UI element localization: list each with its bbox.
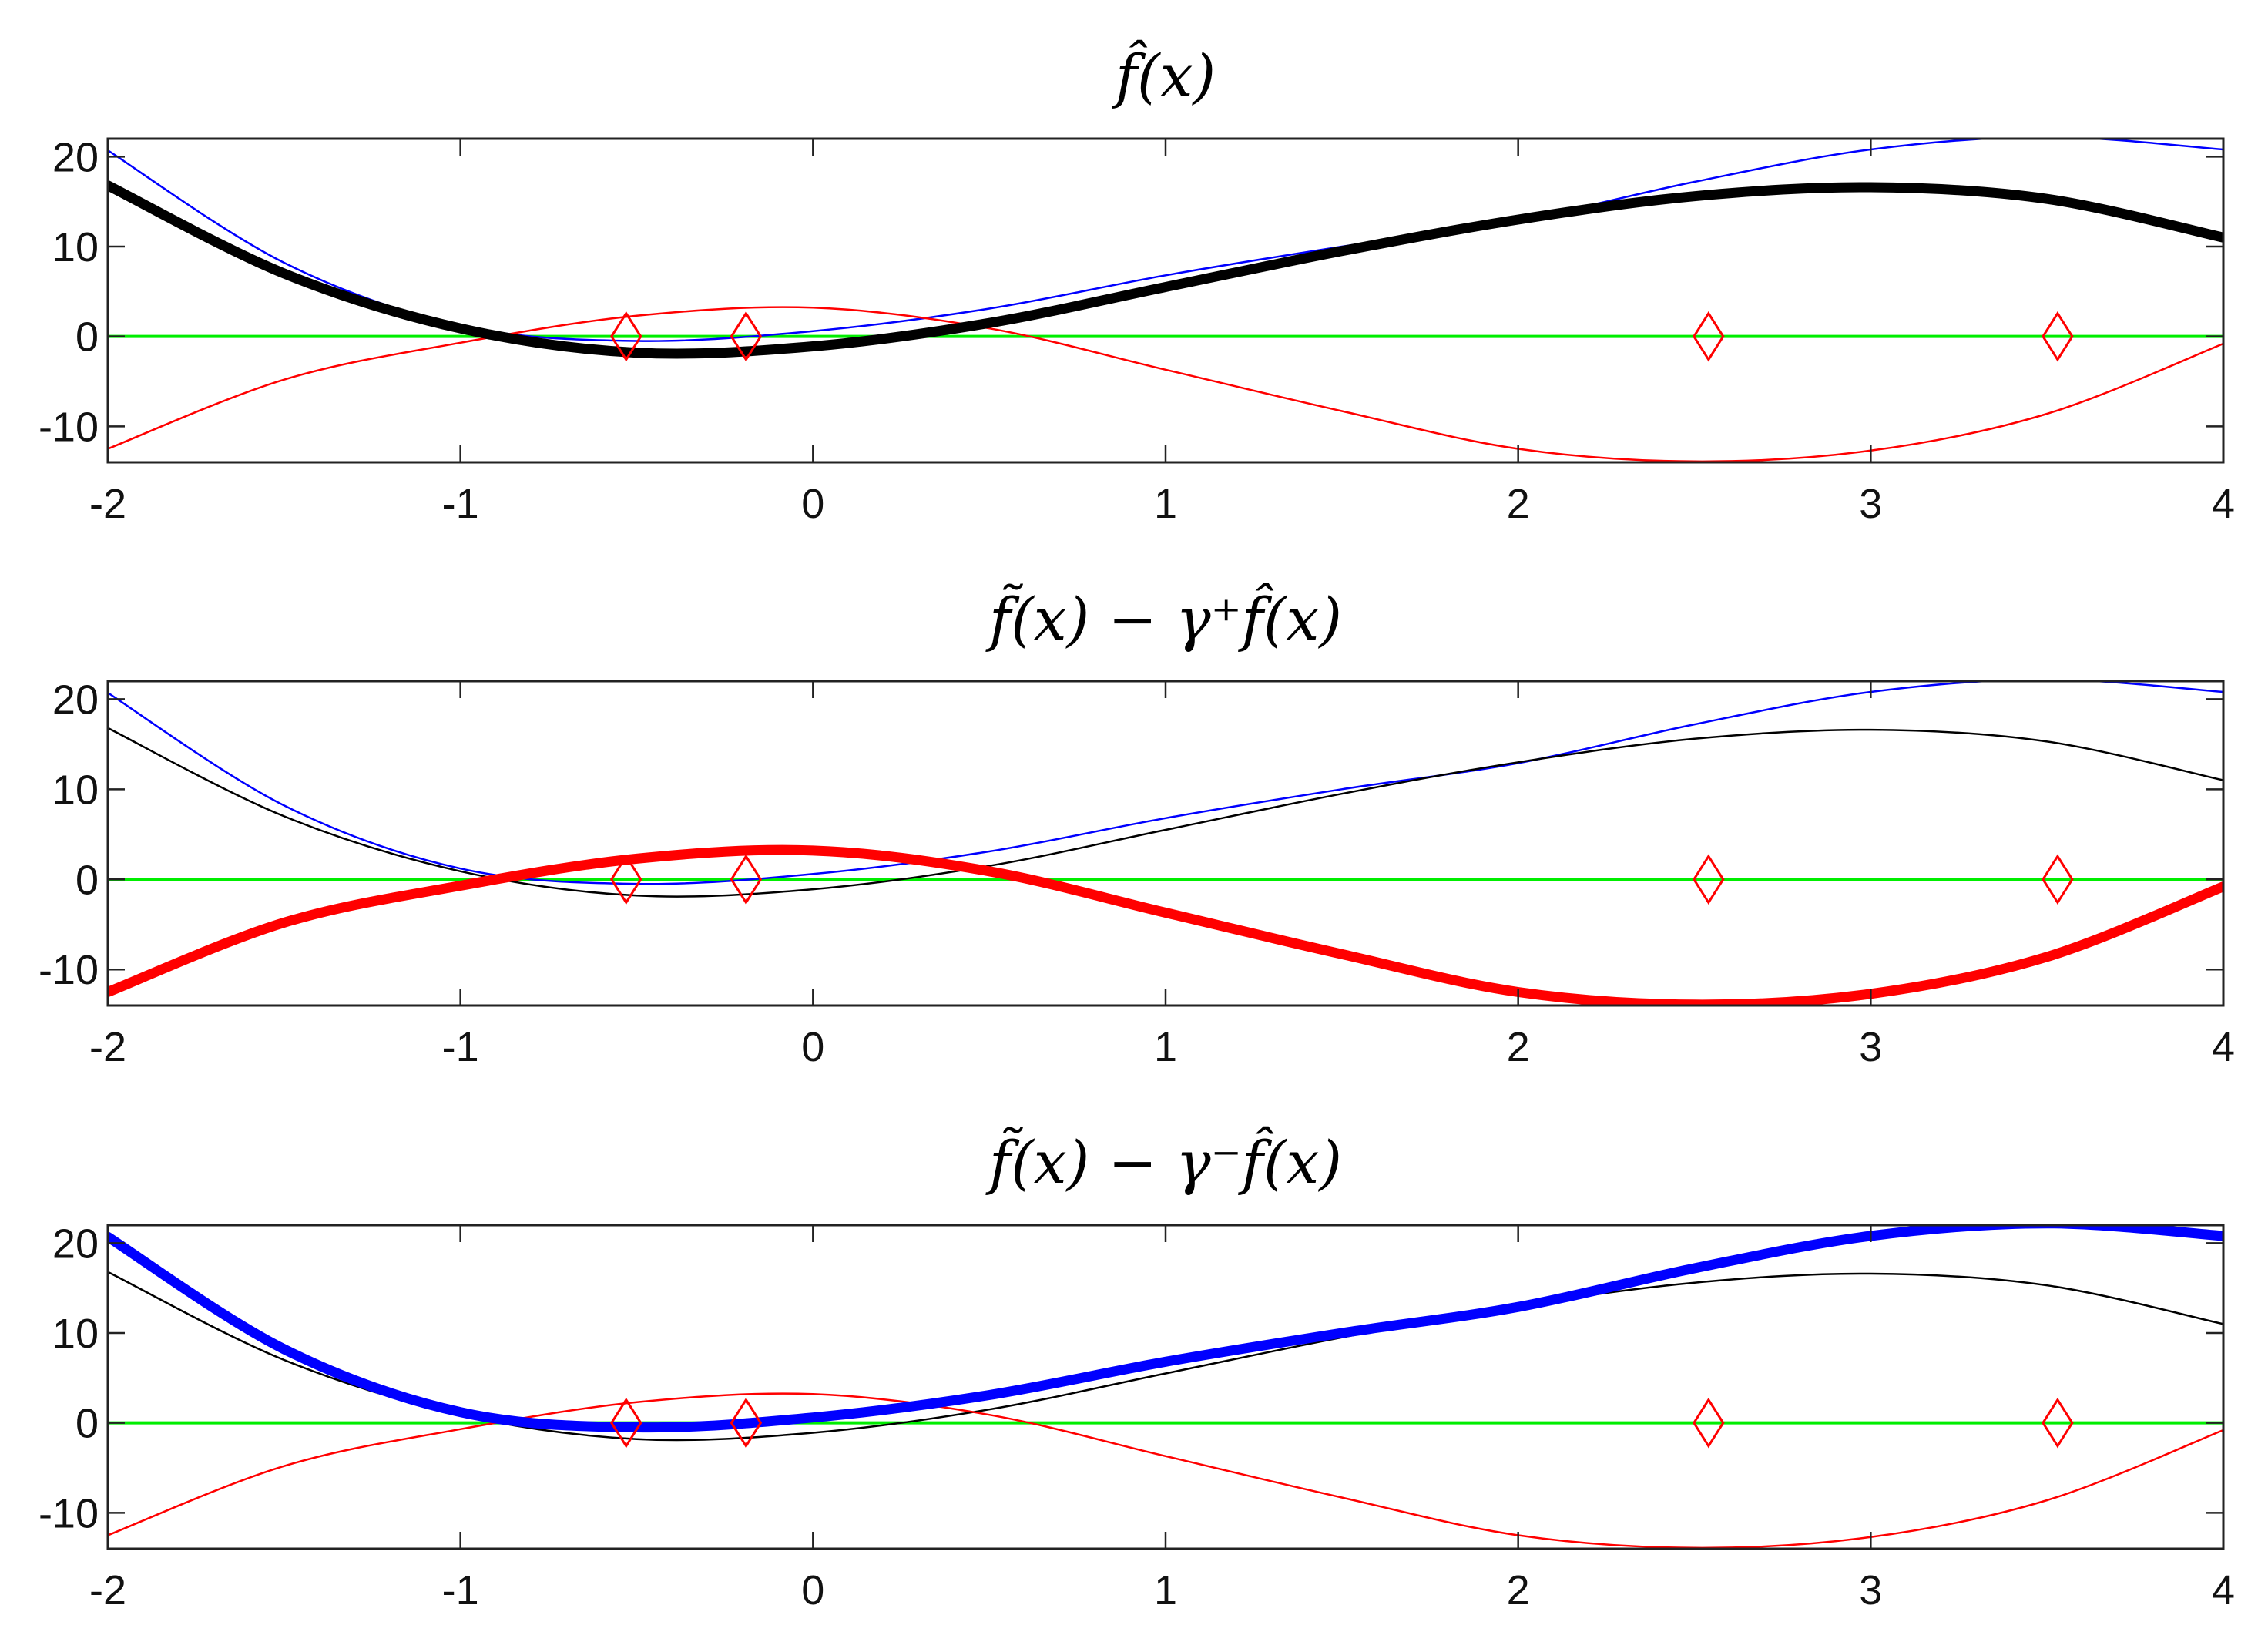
panel-3-ytick-label-1: 0 xyxy=(75,1401,99,1447)
panel-2-marker-3 xyxy=(1693,854,1725,905)
panel-1-xtick-label-0: -2 xyxy=(89,481,126,527)
panel-1-ytick-label-1: 0 xyxy=(75,314,99,361)
panel-3-marker-4 xyxy=(2042,1397,2074,1449)
panel-2-marker-1 xyxy=(609,854,642,905)
panel-2-xtick-label-2: 0 xyxy=(801,1024,824,1070)
panel-3-xtick-label-5: 3 xyxy=(1859,1567,1882,1613)
panel-3-xtick-label-2: 0 xyxy=(801,1567,824,1613)
panel-3-xtick-label-3: 1 xyxy=(1154,1567,1177,1613)
panel-1-xtick-label-1: -1 xyxy=(442,481,479,527)
panel-1-ytick-label-0: -10 xyxy=(39,404,99,450)
panel-2-xtick-label-0: -2 xyxy=(89,1024,126,1070)
panel-1-marker-2 xyxy=(730,311,763,362)
panel-2-xtick-label-1: -1 xyxy=(442,1024,479,1070)
panel-1-marker-1 xyxy=(609,311,642,362)
panel-1-xtick-label-4: 2 xyxy=(1507,481,1530,527)
panel-2-xtick-label-6: 4 xyxy=(2212,1024,2235,1070)
panel-2-marker-2 xyxy=(730,854,763,905)
panel-3-title: f̃(x) − γ⁻f̂(x) xyxy=(985,1126,1342,1197)
panel-3-xtick-label-6: 4 xyxy=(2212,1567,2235,1613)
panel-1-title: f̂(x) xyxy=(1112,40,1216,110)
panel-1-xtick-label-6: 4 xyxy=(2212,481,2235,527)
panel-2-title: f̃(x) − γ⁺f̂(x) xyxy=(985,583,1342,653)
panel-1-xtick-label-5: 3 xyxy=(1859,481,1882,527)
panel-2-xtick-label-4: 2 xyxy=(1507,1024,1530,1070)
panel-1-marker-4 xyxy=(2042,311,2074,362)
panel-3-marker-3 xyxy=(1693,1397,1725,1449)
panel-3-ytick-label-3: 20 xyxy=(52,1221,99,1267)
panel-3-xtick-label-4: 2 xyxy=(1507,1567,1530,1613)
panel-1-marker-3 xyxy=(1693,311,1725,362)
panel-1-xtick-label-3: 1 xyxy=(1154,481,1177,527)
panel-2-xtick-label-5: 3 xyxy=(1859,1024,1882,1070)
panel-2-ytick-label-1: 0 xyxy=(75,857,99,903)
panel-2-ytick-label-0: -10 xyxy=(39,947,99,993)
panel-2-series-black xyxy=(108,727,2223,898)
panel-2-ytick-label-3: 20 xyxy=(52,677,99,723)
panel-3-ytick-label-0: -10 xyxy=(39,1490,99,1536)
panel-1-ytick-label-3: 20 xyxy=(52,134,99,180)
panel-1-xtick-label-2: 0 xyxy=(801,481,824,527)
panel-3-xtick-label-1: -1 xyxy=(442,1567,479,1613)
panel-1-series-black xyxy=(108,180,2223,359)
panel-3-marker-1 xyxy=(609,1397,642,1449)
panel-3-ytick-label-2: 10 xyxy=(52,1311,99,1357)
panel-2-xtick-label-3: 1 xyxy=(1154,1024,1177,1070)
panel-1-ytick-label-2: 10 xyxy=(52,224,99,270)
panel-3-marker-2 xyxy=(730,1397,763,1449)
panel-2-ytick-label-2: 10 xyxy=(52,767,99,813)
panel-3-xtick-label-0: -2 xyxy=(89,1567,126,1613)
panel-1-plot-area xyxy=(108,139,2223,462)
panel-2-marker-4 xyxy=(2042,854,2074,905)
